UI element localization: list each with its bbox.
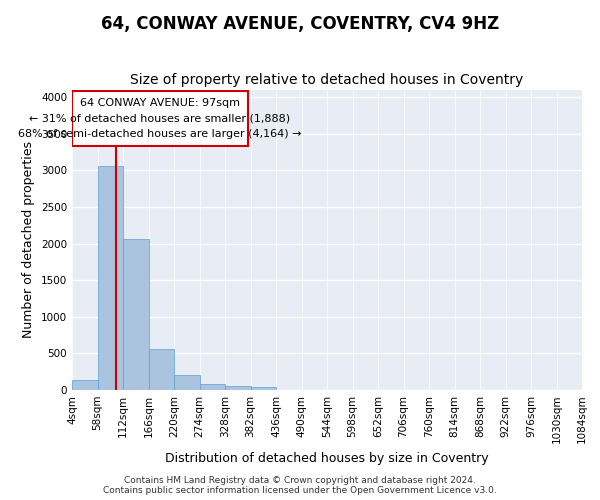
Bar [149,349,174,390]
Bar [97,166,123,390]
FancyBboxPatch shape [72,92,248,146]
Bar [174,376,199,390]
Text: Contains HM Land Registry data © Crown copyright and database right 2024.
Contai: Contains HM Land Registry data © Crown c… [103,476,497,495]
Bar [225,386,251,390]
Bar [72,380,97,390]
Bar [123,240,149,390]
Text: 64 CONWAY AVENUE: 97sqm
← 31% of detached houses are smaller (1,888)
68% of semi: 64 CONWAY AVENUE: 97sqm ← 31% of detache… [18,98,302,139]
Y-axis label: Number of detached properties: Number of detached properties [22,142,35,338]
Bar [251,387,276,390]
X-axis label: Distribution of detached houses by size in Coventry: Distribution of detached houses by size … [165,452,489,465]
Text: 64, CONWAY AVENUE, COVENTRY, CV4 9HZ: 64, CONWAY AVENUE, COVENTRY, CV4 9HZ [101,15,499,33]
Bar [200,384,225,390]
Title: Size of property relative to detached houses in Coventry: Size of property relative to detached ho… [130,74,524,88]
